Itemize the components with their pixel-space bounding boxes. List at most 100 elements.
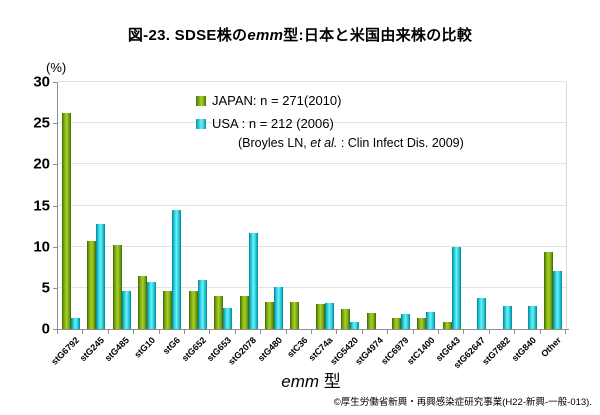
y-tick-label-20: 20 xyxy=(33,155,50,173)
citation-suffix: : Clin Infect Dis. 2009) xyxy=(337,136,464,150)
x-tick-label-stC6979: stC6979 xyxy=(379,335,411,367)
x-tick-mark-3 xyxy=(133,330,135,334)
chart-title-prefix: 図-23. SDSE株の xyxy=(127,27,248,44)
gridline-25 xyxy=(58,122,566,124)
bar-japan-stC6979 xyxy=(391,318,401,329)
category-slot-stG62647 xyxy=(465,82,490,329)
bar-japan-stG653 xyxy=(214,296,224,329)
bar-japan-stC74a xyxy=(315,304,325,329)
chart-title: 図-23. SDSE株のemm型:日本と米国由来株の比較 xyxy=(0,24,600,45)
x-tick-mark-15 xyxy=(438,330,439,334)
x-axis-title-suffix: 型 xyxy=(319,372,341,391)
legend: JAPAN: n = 271(2010) USA : n = 212 (2006… xyxy=(196,93,341,139)
category-slot-stG4974 xyxy=(363,82,388,329)
y-tick-mark-20 xyxy=(53,164,57,166)
category-slot-stC36 xyxy=(287,82,312,329)
bar-usa-stG5420 xyxy=(350,321,360,329)
category-slot-stG6792 xyxy=(58,82,83,329)
chart-title-suffix: 型:日本と米国由来株の比較 xyxy=(283,27,473,44)
gridline-10 xyxy=(58,245,566,247)
x-tick-mark-14 xyxy=(412,330,414,334)
bar-japan-stG2078 xyxy=(239,296,249,329)
category-slot-stG2078 xyxy=(236,82,261,329)
bar-usa-stG653 xyxy=(223,308,233,329)
category-slot-stG6 xyxy=(160,82,185,329)
usa-legend-swatch-icon xyxy=(196,118,206,129)
gridline-15 xyxy=(58,204,566,206)
bar-japan-stG652 xyxy=(188,291,198,329)
x-tick-label-stG6: stG6 xyxy=(161,335,183,357)
x-tick-mark-18 xyxy=(514,330,516,334)
category-slot-stC74a xyxy=(312,82,337,329)
japan-legend-label: JAPAN: n = 271(2010) xyxy=(212,93,342,108)
category-slot-stC1400 xyxy=(414,82,439,329)
x-axis-line xyxy=(53,329,569,330)
x-tick-mark-20 xyxy=(565,330,566,334)
category-slot-Other xyxy=(541,82,566,329)
x-tick-label-stG485: stG485 xyxy=(103,335,132,364)
x-tick-mark-7 xyxy=(234,330,236,334)
bar-japan-stG643 xyxy=(442,321,452,329)
bar-usa-stC74a xyxy=(324,302,334,329)
bar-japan-stG6 xyxy=(163,291,173,329)
x-tick-label-stG840: stG840 xyxy=(509,335,538,364)
legend-entry-usa: USA : n = 212 (2006) xyxy=(196,116,341,131)
bar-japan-stG10 xyxy=(137,276,147,329)
bar-usa-stG485 xyxy=(121,291,131,329)
bar-usa-stG840 xyxy=(528,305,538,329)
bar-japan-stC1400 xyxy=(417,317,427,329)
x-tick-mark-8 xyxy=(260,330,262,334)
x-tick-mark-17 xyxy=(488,330,490,334)
y-axis: 0 5 10 15 20 25 30 xyxy=(0,74,50,338)
bar-japan-stC36 xyxy=(290,301,300,329)
bar-usa-stG245 xyxy=(96,224,106,329)
bar-usa-stG6 xyxy=(172,209,182,329)
y-tick-mark-30 xyxy=(53,82,57,83)
x-axis-ticks xyxy=(57,330,566,334)
x-axis-title: emm 型 xyxy=(57,367,565,392)
category-slot-stG7882 xyxy=(490,82,515,329)
x-tick-mark-10 xyxy=(311,330,312,334)
y-tick-label-0: 0 xyxy=(41,320,50,338)
bar-usa-Other xyxy=(553,271,563,329)
category-slot-stG653 xyxy=(210,82,235,329)
y-tick-label-30: 30 xyxy=(33,73,50,91)
bar-series-container xyxy=(58,82,566,329)
category-slot-stG5420 xyxy=(337,82,362,329)
x-tick-mark-2 xyxy=(107,330,109,334)
x-tick-mark-9 xyxy=(285,330,287,334)
x-tick-label-stG245: stG245 xyxy=(77,335,107,364)
bar-usa-stG7882 xyxy=(502,305,512,329)
usa-legend-label: USA : n = 212 (2006) xyxy=(212,116,334,131)
x-tick-mark-6 xyxy=(209,330,211,334)
citation-prefix: (Broyles LN, xyxy=(238,136,311,150)
x-tick-mark-12 xyxy=(361,330,363,334)
x-tick-label-stG480: stG480 xyxy=(255,335,284,364)
y-tick-mark-5 xyxy=(53,287,57,289)
bar-japan-stG480 xyxy=(264,301,274,329)
category-slot-stG643 xyxy=(439,82,464,329)
bar-japan-stG5420 xyxy=(341,309,351,329)
citation-text: (Broyles LN, et al. : Clin Infect Dis. 2… xyxy=(238,136,464,150)
x-tick-label-stG6792: stG6792 xyxy=(48,335,81,367)
bar-usa-stG10 xyxy=(146,282,156,329)
y-tick-mark-15 xyxy=(53,205,57,207)
gridline-30 xyxy=(58,81,566,82)
bar-japan-stG6792 xyxy=(61,113,71,329)
bar-usa-stG652 xyxy=(197,280,207,329)
x-tick-mark-11 xyxy=(336,330,338,334)
category-slot-stG652 xyxy=(185,82,210,329)
x-tick-label-Other: Other xyxy=(539,335,564,360)
x-tick-label-stC1400: stC1400 xyxy=(404,335,437,367)
category-slot-stG840 xyxy=(515,82,540,329)
bar-usa-stC1400 xyxy=(426,311,436,329)
gridline-5 xyxy=(58,286,566,288)
chart-title-emm-italic: emm xyxy=(247,27,284,44)
x-tick-label-stG10: stG10 xyxy=(132,335,157,360)
citation-et-al-italic: et al. xyxy=(310,136,338,150)
japan-legend-swatch-icon xyxy=(196,95,206,106)
x-tick-mark-19 xyxy=(539,330,541,334)
x-tick-mark-4 xyxy=(158,330,160,334)
y-tick-mark-25 xyxy=(53,123,57,125)
